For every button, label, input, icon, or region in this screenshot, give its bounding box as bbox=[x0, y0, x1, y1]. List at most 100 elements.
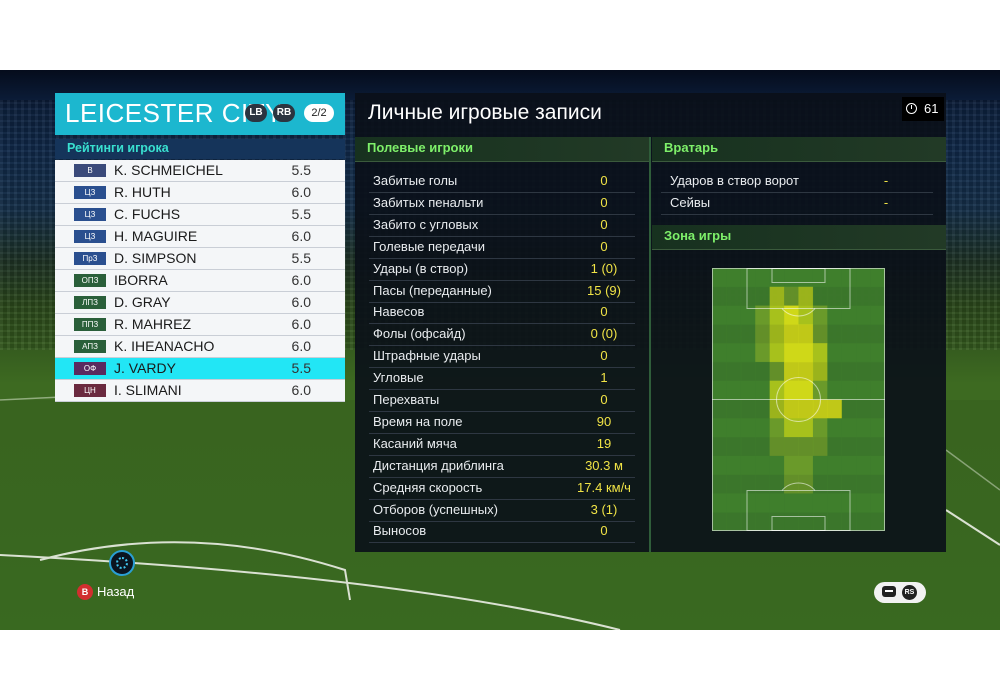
heatmap-cell bbox=[740, 474, 756, 494]
stat-value: 1 (0) bbox=[590, 260, 618, 276]
heatmap-cell bbox=[740, 493, 756, 513]
heatmap-cell bbox=[856, 305, 871, 325]
heatmap-cell bbox=[841, 474, 857, 494]
heatmap-cell bbox=[726, 437, 742, 457]
stat-row: Выносов 0 bbox=[369, 521, 635, 544]
heatmap-cell bbox=[784, 268, 799, 288]
heatmap-cell bbox=[812, 493, 828, 513]
goalkeeper-stat-row: Сейвы - bbox=[661, 193, 933, 215]
heatmap-cell bbox=[740, 305, 756, 325]
heatmap-cell bbox=[712, 324, 727, 344]
player-row[interactable]: ЦЗ R. HUTH 6.0 bbox=[55, 182, 345, 204]
heatmap-cell bbox=[712, 418, 727, 438]
heatmap-cell bbox=[755, 399, 770, 419]
player-row[interactable]: АПЗ K. IHEANACHO 6.0 bbox=[55, 336, 345, 358]
heatmap-cell bbox=[841, 268, 857, 288]
player-row[interactable]: ЛПЗ D. GRAY 6.0 bbox=[55, 292, 345, 314]
heatmap-cell bbox=[841, 343, 857, 363]
chat-rs-button[interactable]: RS bbox=[874, 582, 926, 603]
goalkeeper-stat-row: Ударов в створ ворот - bbox=[661, 171, 933, 193]
stat-label: Время на поле bbox=[373, 413, 463, 429]
heatmap-cell bbox=[726, 455, 742, 475]
heatmap-cell bbox=[740, 343, 756, 363]
position-badge: ЦЗ bbox=[74, 186, 106, 199]
heatmap-cell bbox=[798, 399, 814, 419]
heatmap-cell bbox=[798, 361, 814, 382]
heatmap-cell bbox=[827, 343, 843, 363]
player-row[interactable]: В K. SCHMEICHEL 5.5 bbox=[55, 160, 345, 182]
heatmap-cell bbox=[812, 361, 828, 382]
player-name: D. SIMPSON bbox=[114, 250, 197, 266]
heatmap-cell bbox=[798, 343, 814, 363]
rb-button-icon[interactable]: RB bbox=[273, 104, 295, 122]
timer-value: 61 bbox=[924, 101, 939, 116]
stat-label: Фолы (офсайд) bbox=[373, 326, 466, 342]
position-badge: ЦН bbox=[74, 384, 106, 397]
player-rating: 5.5 bbox=[291, 162, 311, 178]
player-rating: 5.5 bbox=[291, 206, 311, 222]
heatmap-cell bbox=[755, 474, 770, 494]
heatmap bbox=[712, 268, 885, 531]
heatmap-cell bbox=[870, 305, 885, 325]
player-row[interactable]: ОПЗ IBORRA 6.0 bbox=[55, 270, 345, 292]
heatmap-cell bbox=[812, 418, 828, 438]
clock-icon bbox=[906, 103, 917, 114]
player-rating: 5.5 bbox=[291, 360, 311, 376]
player-row[interactable]: ЦЗ C. FUCHS 5.5 bbox=[55, 204, 345, 226]
heatmap-cell bbox=[856, 324, 871, 344]
player-name: R. MAHREZ bbox=[114, 316, 191, 332]
heatmap-cell bbox=[726, 474, 742, 494]
heatmap-cell bbox=[740, 418, 756, 438]
heatmap-cell bbox=[827, 418, 843, 438]
ratings-header: Рейтинги игрока bbox=[55, 139, 345, 159]
heatmap-cell bbox=[784, 286, 799, 306]
heatmap-cell bbox=[784, 455, 799, 475]
heatmap-cell bbox=[798, 512, 814, 531]
stat-value: 19 bbox=[596, 435, 612, 451]
lb-button-icon[interactable]: LB bbox=[245, 104, 267, 122]
player-row[interactable]: ОФ J. VARDY 5.5 bbox=[55, 358, 345, 380]
stat-row: Забито с угловых 0 bbox=[369, 215, 635, 237]
stat-label: Выносов bbox=[373, 523, 427, 539]
heatmap-cell bbox=[841, 399, 857, 419]
stat-row: Забитые голы 0 bbox=[369, 171, 635, 193]
heatmap-cell bbox=[870, 474, 885, 494]
player-row[interactable]: ЦН I. SLIMANI 6.0 bbox=[55, 380, 345, 402]
heatmap-cell bbox=[769, 286, 785, 306]
heatmap-cell bbox=[827, 380, 843, 400]
heatmap-cell bbox=[755, 380, 770, 400]
heatmap-cell bbox=[740, 324, 756, 344]
heatmap-cell bbox=[812, 380, 828, 400]
stat-value: 0 bbox=[600, 194, 608, 210]
heatmap-cell bbox=[841, 380, 857, 400]
heatmap-cell bbox=[726, 268, 742, 288]
heatmap-cell bbox=[726, 361, 742, 382]
heatmap-cell bbox=[827, 512, 843, 531]
heatmap-cell bbox=[712, 268, 727, 288]
player-rating: 6.0 bbox=[291, 272, 311, 288]
field-players-header: Полевые игроки bbox=[355, 137, 649, 162]
player-row[interactable]: ЦЗ H. MAGUIRE 6.0 bbox=[55, 226, 345, 248]
stat-label: Удары (в створ) bbox=[373, 260, 469, 276]
heatmap-cell bbox=[769, 361, 785, 382]
player-name: K. IHEANACHO bbox=[114, 338, 215, 354]
match-timer: 61 bbox=[902, 97, 944, 121]
heatmap-cell bbox=[827, 474, 843, 494]
player-rating: 5.5 bbox=[291, 250, 311, 266]
heatmap-cell bbox=[784, 324, 799, 344]
heatmap-cell bbox=[784, 361, 799, 382]
b-button-icon: B bbox=[77, 584, 93, 600]
heatmap-cell bbox=[870, 380, 885, 400]
stat-row: Удары (в створ) 1 (0) bbox=[369, 259, 635, 281]
heatmap-cell bbox=[856, 286, 871, 306]
player-row[interactable]: ППЗ R. MAHREZ 6.0 bbox=[55, 314, 345, 336]
heatmap-cell bbox=[712, 474, 727, 494]
heatmap-cell bbox=[841, 286, 857, 306]
heatmap-cell bbox=[769, 455, 785, 475]
position-badge: ППЗ bbox=[74, 318, 106, 331]
stat-row: Время на поле 90 bbox=[369, 412, 635, 434]
chat-icon bbox=[882, 586, 896, 597]
player-row[interactable]: ПрЗ D. SIMPSON 5.5 bbox=[55, 248, 345, 270]
stat-row: Забитых пенальти 0 bbox=[369, 193, 635, 215]
heatmap-cell bbox=[841, 305, 857, 325]
